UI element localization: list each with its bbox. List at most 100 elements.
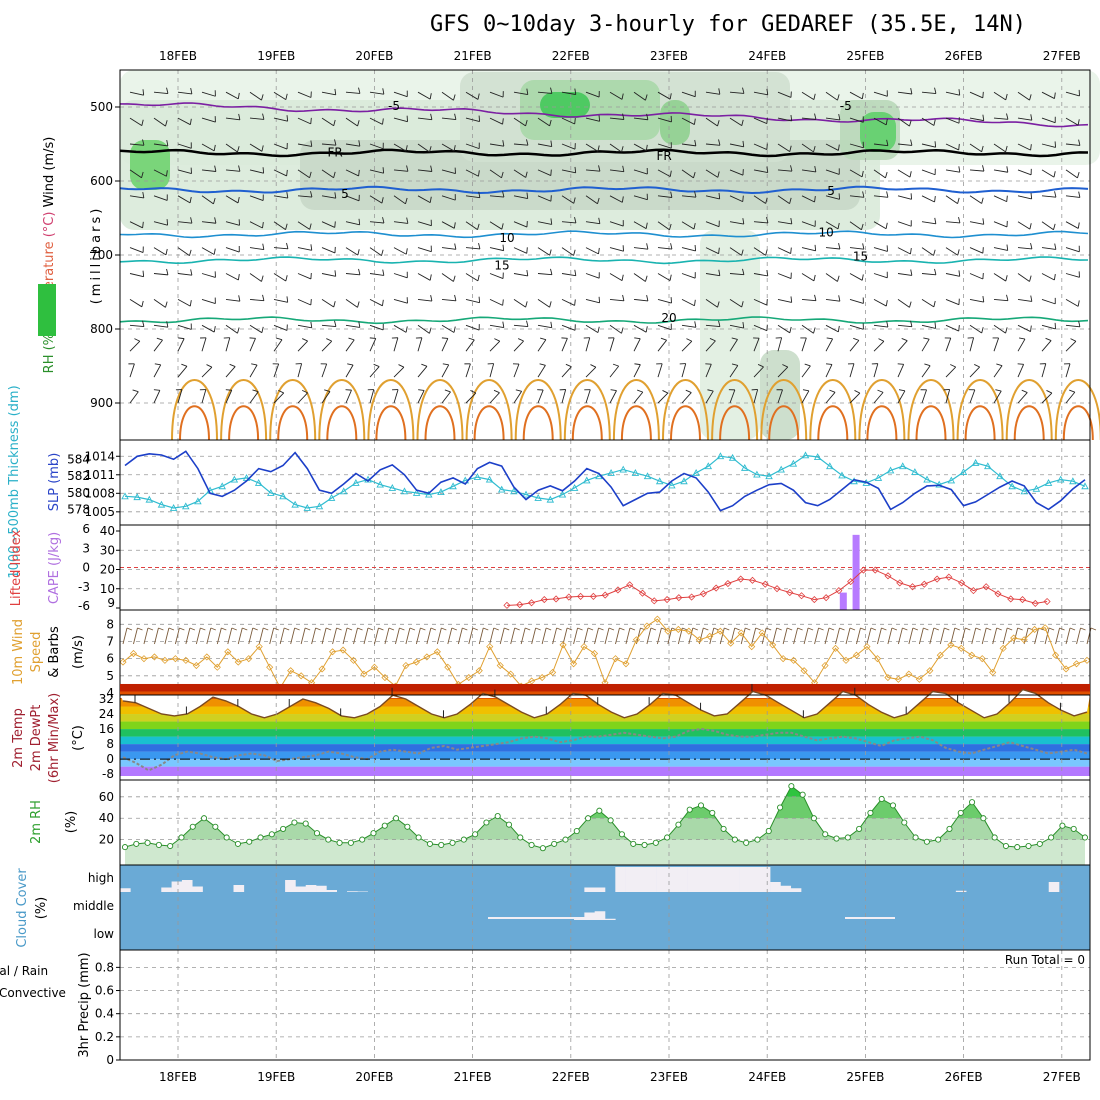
wind-barb <box>657 298 672 304</box>
wind-barb <box>861 92 864 99</box>
boundary-layer-contour <box>269 379 317 441</box>
wind-barb <box>705 363 712 378</box>
wind-barb-10m <box>489 627 495 645</box>
wind-barb <box>1017 117 1032 121</box>
rh-point <box>280 825 287 832</box>
wind-barb <box>993 273 1007 282</box>
wind-barb <box>369 143 384 150</box>
wind-speed-point <box>737 629 745 637</box>
wind-speed-point <box>339 646 347 654</box>
wind-barb <box>429 327 432 334</box>
wind-barb <box>837 144 840 151</box>
wind-barb-10m <box>782 627 788 645</box>
wind-barb <box>417 366 428 378</box>
wind-barb <box>129 273 144 278</box>
dewpoint-line <box>122 727 1088 772</box>
wind-barb <box>453 275 456 282</box>
wind-barb <box>777 273 792 280</box>
wind-barb <box>201 389 207 404</box>
wind-barb-10m <box>468 627 474 645</box>
wind-barb <box>849 221 862 231</box>
wind-barb-10m <box>514 627 520 631</box>
wind-barb <box>598 165 601 172</box>
wind-barb <box>777 169 792 172</box>
wind-barb <box>358 87 361 94</box>
isotherm-line <box>119 316 1089 325</box>
boundary-layer-contour <box>563 379 611 441</box>
wind-barb <box>454 113 457 120</box>
wind-barb <box>574 166 577 173</box>
wind-barb <box>177 143 192 149</box>
wind-barb <box>645 326 648 333</box>
wind-barb <box>382 269 385 276</box>
wind-barb <box>166 268 169 275</box>
wind-barb <box>225 117 240 121</box>
wind-barb <box>825 143 839 151</box>
wind-barb <box>921 221 936 225</box>
cloud-bar-high <box>1048 882 1060 892</box>
wind-barb <box>705 324 720 328</box>
wind-barb <box>561 91 576 95</box>
wind-barb <box>694 299 696 306</box>
wind-speed-point <box>863 643 871 651</box>
wind-barb <box>622 294 625 301</box>
isotherm-label: FR <box>327 145 342 159</box>
boundary-layer-contour <box>1062 405 1094 441</box>
wind-barb <box>345 389 352 404</box>
lifted-index-point <box>626 581 634 589</box>
wind-speed-point <box>569 660 578 668</box>
wind-barb <box>693 118 696 125</box>
y-tick-label-rh: 20 <box>99 833 114 847</box>
wind-barb-10m <box>797 627 803 631</box>
wind-barb <box>933 300 936 307</box>
wind-barb <box>741 301 744 308</box>
y-tick-label-precip: 0.2 <box>95 1030 114 1044</box>
wind-barb <box>489 363 495 378</box>
wind-barb <box>297 195 312 198</box>
wind-barb <box>326 338 332 342</box>
wind-barb <box>885 300 888 307</box>
y-tick-label-precip: 0.6 <box>95 984 114 998</box>
wind-barb <box>178 337 185 340</box>
wind-barb <box>777 298 792 303</box>
wind-barb <box>310 321 313 328</box>
wind-barb-10m <box>346 627 353 631</box>
wind-barb <box>849 117 864 123</box>
thickness-point <box>449 482 457 490</box>
cloud-level-label: middle <box>73 899 114 913</box>
boundary-layer-contour <box>1013 405 1045 441</box>
wind-barb <box>633 364 641 378</box>
wind-barb <box>945 337 952 352</box>
wind-barb <box>166 139 169 147</box>
wind-barb-10m <box>577 627 583 631</box>
rh-point <box>901 819 908 826</box>
cloud-bar-high <box>656 867 668 892</box>
wind-barb <box>1041 363 1047 378</box>
wind-barb <box>1054 191 1057 198</box>
wind-barb <box>707 389 714 392</box>
wind-speed-point <box>266 663 274 671</box>
wind-barb <box>861 170 864 177</box>
wind-barb <box>369 389 375 404</box>
wind-barb-10m <box>814 627 820 645</box>
wind-barb <box>540 337 547 341</box>
cloud-bar-middle <box>574 918 585 920</box>
wind-barb-10m <box>153 627 159 645</box>
wind-barb-10m <box>441 627 447 631</box>
wind-barb <box>801 324 814 334</box>
wind-barb <box>717 171 720 178</box>
wind-barb <box>166 170 168 177</box>
wind-barb <box>825 273 838 282</box>
wind-barb-10m <box>158 627 164 631</box>
lifted-index-point <box>688 593 696 601</box>
wind-barb <box>789 326 792 333</box>
wind-barb <box>382 118 384 125</box>
wind-barb-10m <box>290 627 296 645</box>
wind-barb <box>897 363 904 365</box>
wind-barb <box>621 274 624 281</box>
wind-barb <box>249 324 263 334</box>
wind-barb <box>657 363 663 378</box>
wind-barb <box>478 296 481 303</box>
wind-barb <box>1041 392 1053 404</box>
y-tick-label-cape: 20 <box>100 563 115 577</box>
